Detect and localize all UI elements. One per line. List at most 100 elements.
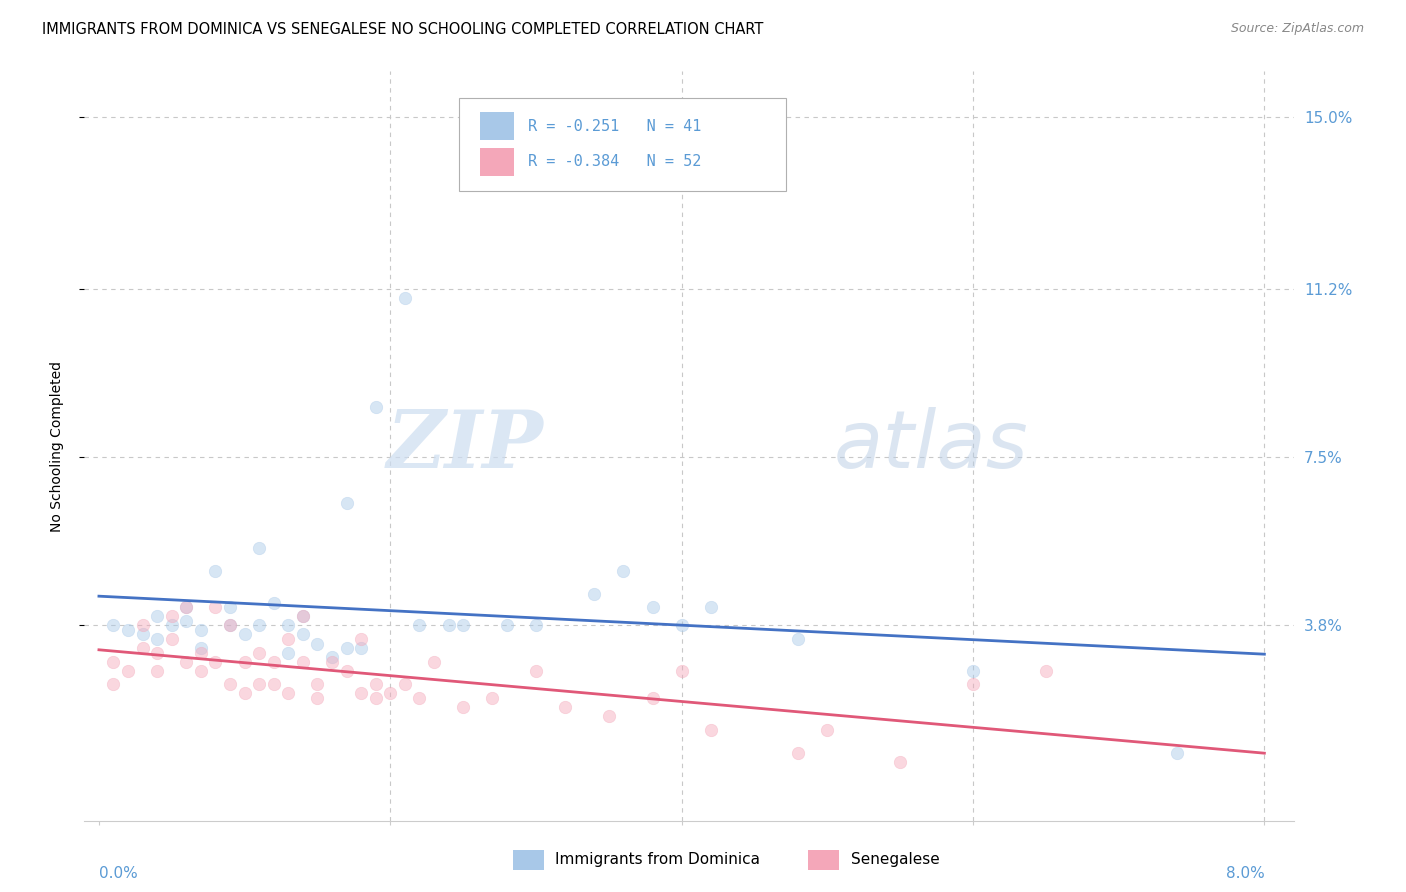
Point: [336, 496, 359, 510]
Point: [103, 655, 125, 669]
Text: atlas: atlas: [834, 407, 1029, 485]
Point: [700, 723, 723, 737]
Point: [176, 614, 198, 628]
Point: [263, 677, 285, 691]
Point: [815, 723, 838, 737]
FancyBboxPatch shape: [479, 112, 513, 140]
Point: [176, 600, 198, 615]
Point: [671, 618, 693, 632]
Text: Senegalese: Senegalese: [851, 853, 939, 867]
Point: [146, 664, 169, 678]
Point: [219, 600, 242, 615]
Point: [219, 618, 242, 632]
Bar: [513, 850, 544, 870]
Point: [190, 646, 212, 660]
Point: [481, 691, 503, 706]
Point: [394, 677, 416, 691]
Point: [408, 618, 430, 632]
Point: [583, 586, 606, 600]
Point: [247, 646, 270, 660]
Point: [176, 655, 198, 669]
Point: [219, 677, 242, 691]
Point: [233, 686, 256, 700]
Point: [524, 664, 547, 678]
Point: [307, 677, 329, 691]
Point: [451, 618, 474, 632]
Point: [204, 600, 226, 615]
Point: [336, 664, 359, 678]
Point: [291, 609, 314, 624]
Point: [204, 655, 226, 669]
Point: [146, 646, 169, 660]
Point: [131, 627, 153, 641]
Point: [364, 401, 387, 415]
Point: [146, 632, 169, 646]
Point: [190, 641, 212, 656]
Point: [423, 655, 446, 669]
Point: [307, 691, 329, 706]
Point: [787, 632, 810, 646]
Point: [277, 618, 299, 632]
Point: [263, 596, 285, 610]
Point: [291, 655, 314, 669]
Text: ZIP: ZIP: [387, 408, 544, 484]
FancyBboxPatch shape: [460, 97, 786, 191]
Point: [160, 609, 183, 624]
Point: [321, 650, 343, 665]
Text: R = -0.251   N = 41: R = -0.251 N = 41: [529, 119, 702, 134]
Point: [103, 618, 125, 632]
Point: [524, 618, 547, 632]
Point: [117, 623, 139, 637]
Point: [219, 618, 242, 632]
Text: IMMIGRANTS FROM DOMINICA VS SENEGALESE NO SCHOOLING COMPLETED CORRELATION CHART: IMMIGRANTS FROM DOMINICA VS SENEGALESE N…: [42, 22, 763, 37]
Y-axis label: No Schooling Completed: No Schooling Completed: [49, 360, 63, 532]
Point: [350, 686, 373, 700]
Point: [394, 292, 416, 306]
Bar: [808, 850, 839, 870]
Point: [408, 691, 430, 706]
Point: [131, 618, 153, 632]
Point: [380, 686, 402, 700]
Point: [700, 600, 723, 615]
Text: Source: ZipAtlas.com: Source: ZipAtlas.com: [1230, 22, 1364, 36]
Point: [247, 541, 270, 556]
Point: [277, 632, 299, 646]
Point: [350, 632, 373, 646]
Point: [1035, 664, 1057, 678]
Point: [1166, 746, 1188, 760]
Point: [451, 700, 474, 714]
Point: [307, 636, 329, 650]
Point: [336, 641, 359, 656]
Text: Immigrants from Dominica: Immigrants from Dominica: [555, 853, 761, 867]
Point: [598, 709, 620, 723]
Point: [233, 627, 256, 641]
Point: [160, 632, 183, 646]
Point: [190, 664, 212, 678]
Point: [247, 677, 270, 691]
Text: R = -0.384   N = 52: R = -0.384 N = 52: [529, 153, 702, 169]
Point: [364, 677, 387, 691]
Point: [277, 646, 299, 660]
Point: [263, 655, 285, 669]
Point: [787, 746, 810, 760]
Point: [437, 618, 460, 632]
Text: 8.0%: 8.0%: [1226, 865, 1264, 880]
Point: [554, 700, 576, 714]
Point: [146, 609, 169, 624]
Point: [131, 641, 153, 656]
Point: [233, 655, 256, 669]
Point: [889, 755, 911, 769]
FancyBboxPatch shape: [479, 148, 513, 177]
Point: [176, 600, 198, 615]
Point: [247, 618, 270, 632]
Point: [962, 664, 984, 678]
Point: [641, 600, 664, 615]
Point: [321, 655, 343, 669]
Text: 0.0%: 0.0%: [98, 865, 138, 880]
Point: [671, 664, 693, 678]
Point: [204, 564, 226, 578]
Point: [350, 641, 373, 656]
Point: [117, 664, 139, 678]
Point: [364, 691, 387, 706]
Point: [495, 618, 517, 632]
